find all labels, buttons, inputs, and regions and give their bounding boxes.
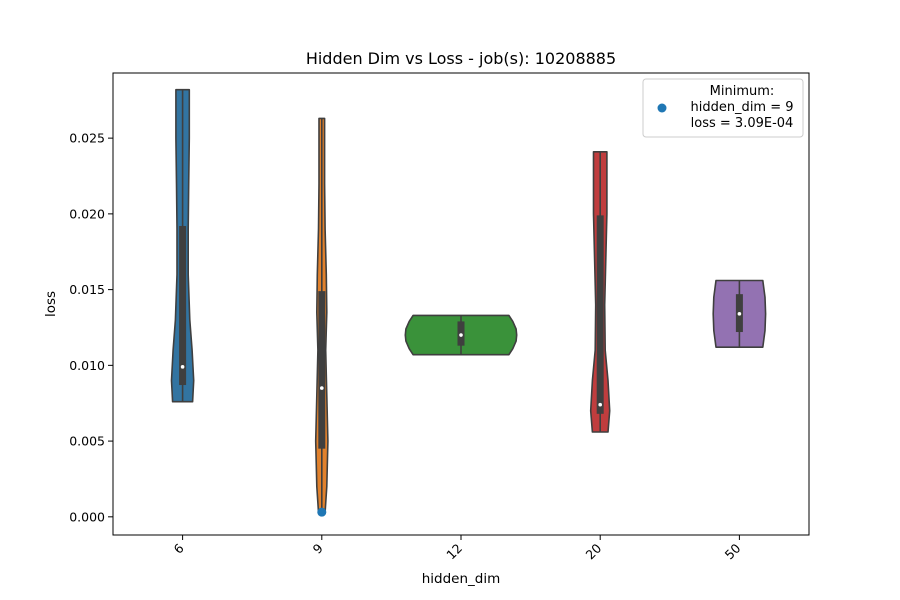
legend-line-2: hidden_dim = 9	[690, 100, 793, 115]
y-tick-label: 0.020	[69, 206, 105, 221]
y-axis-label: loss	[43, 291, 59, 317]
x-axis-label: hidden_dim	[422, 571, 501, 587]
x-tick-label: 12	[443, 541, 465, 563]
plot-area	[170, 88, 767, 517]
x-tick-label: 50	[722, 540, 744, 562]
minimum-point	[317, 507, 327, 517]
legend-line-3: loss = 3.09E-04	[691, 116, 794, 131]
iqr-box-9	[318, 291, 326, 449]
x-tick-label: 20	[582, 540, 604, 562]
iqr-box-20	[596, 215, 604, 414]
y-tick-label: 0.010	[69, 358, 105, 373]
x-tick-label: 9	[310, 540, 326, 556]
y-tick-label: 0.015	[69, 282, 105, 297]
y-tick-label: 0.005	[69, 434, 105, 449]
legend-line-1: Minimum:	[710, 84, 775, 99]
legend-box	[642, 78, 804, 138]
median-dot-6	[180, 365, 185, 369]
y-tick-label: 0.025	[69, 131, 105, 146]
median-dot-20	[598, 402, 602, 407]
axes-frame	[112, 72, 810, 536]
median-dot-9	[320, 386, 324, 390]
x-axis: 6 9 12 20 50	[170, 535, 744, 563]
chart-title: Hidden Dim vs Loss - job(s): 10208885	[306, 49, 616, 68]
y-tick-label: 0.000	[69, 509, 105, 524]
x-tick-label: 6	[170, 540, 186, 556]
legend-marker	[657, 103, 667, 113]
y-axis: 0.000 0.005 0.010 0.015 0.020 0.025	[69, 131, 113, 524]
median-dot-12	[459, 333, 463, 337]
iqr-box-6	[179, 225, 187, 386]
median-dot-50	[737, 312, 742, 316]
legend: Minimum: hidden_dim = 9 loss = 3.09E-04	[642, 78, 804, 138]
